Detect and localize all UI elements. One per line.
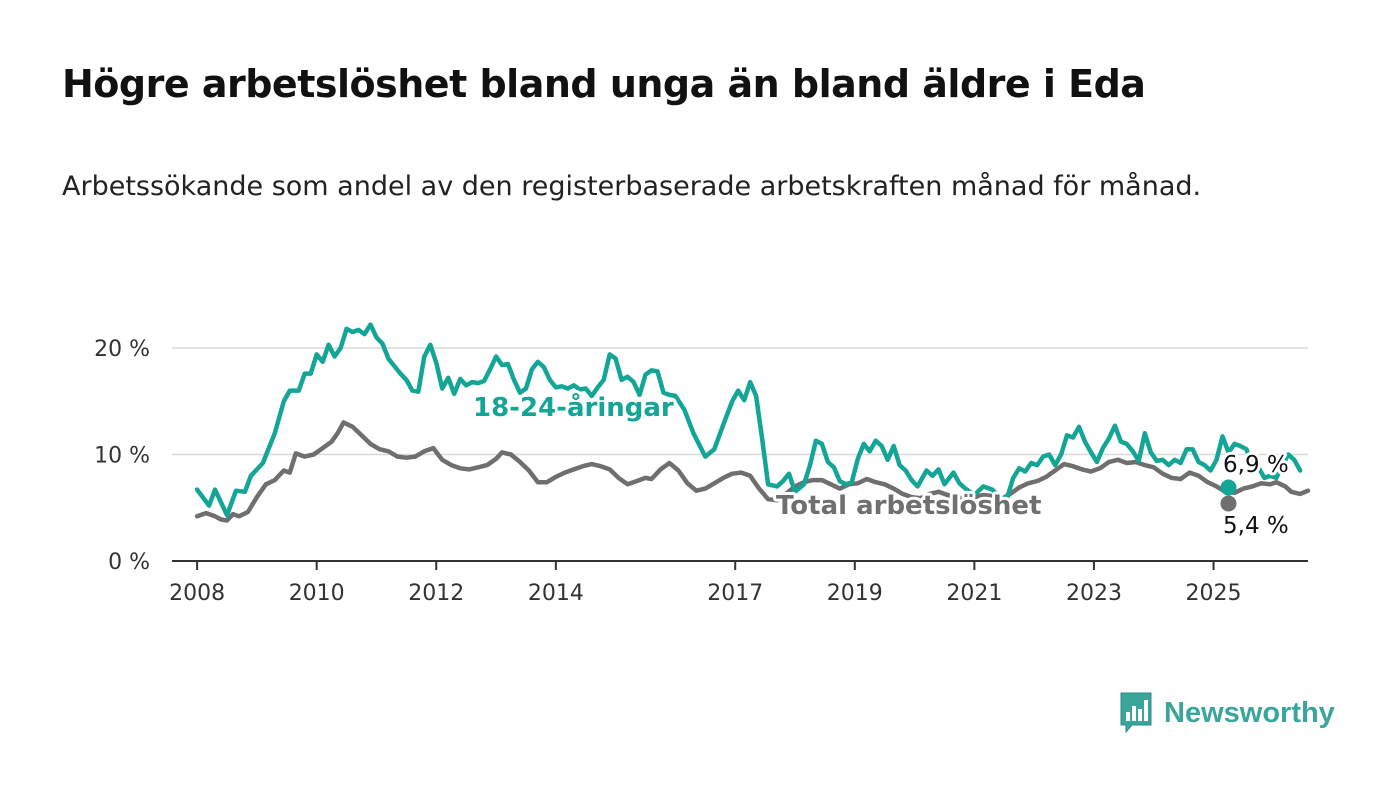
y-tick-label: 20 % [94,337,150,362]
chart-subtitle: Arbetssökande som andel av den registerb… [62,171,1202,202]
line-chart: 0 % 10 % 20 % 2008 2010 2012 2014 2017 2019 2021… [94,322,1311,606]
bar-chart-speech-bubble-icon [1120,692,1152,734]
series-line-youth [194,322,1303,518]
x-tick-label: 2014 [528,581,584,606]
end-value-total-halo: 5,4 % [1223,513,1289,539]
y-tick-label: 10 % [94,444,150,469]
x-tick-label: 2019 [827,581,883,606]
x-tick-label: 2021 [946,581,1002,606]
brand-name: Newsworthy [1164,696,1335,729]
x-axis-tick-labels: 2008 2010 2012 2014 2017 2019 2021 2023 2025 [169,561,1242,606]
end-value-youth-halo: 6,9 % [1223,452,1289,478]
series-label-total: Total arbetslöshet [776,491,1041,521]
end-value-youth: 6,9 % [1223,452,1289,478]
series-label-youth: 18-24-åringar [473,391,674,423]
x-tick-label: 2025 [1186,581,1242,606]
series-label-total-halo: Total arbetslöshet [776,491,1041,521]
x-tick-label: 2012 [408,581,464,606]
x-tick-label: 2008 [169,581,225,606]
series-endpoint-youth [1220,479,1237,496]
x-tick-label: 2010 [289,581,345,606]
series-lines [194,322,1311,523]
series-label-youth-halo: 18-24-åringar [473,391,674,423]
newsworthy-logo: Newsworthy [1118,690,1335,736]
chart-title: Högre arbetslöshet bland unga än bland ä… [62,62,1146,106]
x-tick-label: 2017 [707,581,763,606]
grid-lines [172,347,1308,562]
series-line-total [194,420,1311,523]
y-tick-label: 0 % [108,550,150,575]
y-axis-tick-labels: 0 % 10 % 20 % [94,337,150,575]
series-endpoint-total [1220,495,1237,512]
x-tick-label: 2023 [1066,581,1122,606]
end-value-total: 5,4 % [1223,513,1289,539]
